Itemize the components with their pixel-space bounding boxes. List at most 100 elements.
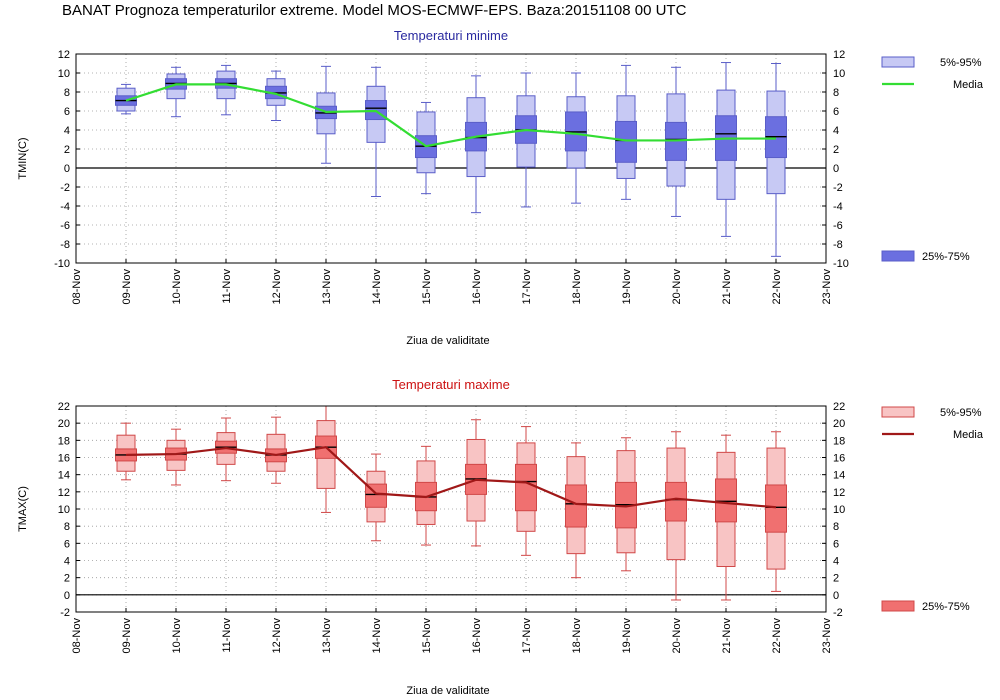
main-title: BANAT Prognoza temperaturilor extreme. M…	[62, 2, 687, 19]
tmin-ytick-label-left: 10	[58, 68, 70, 80]
tmax-ylabel: TMAX(C)	[17, 486, 29, 532]
tmin-ytick-label-right: 10	[833, 68, 845, 80]
tmax-xtick-label: 19-Nov	[621, 618, 633, 654]
tmin-legend-swatch-5-95	[881, 56, 915, 68]
tmin-xtick-label: 20-Nov	[671, 269, 683, 305]
tmax-box-25-75	[515, 463, 537, 512]
tmax-xtick-label: 08-Nov	[71, 618, 83, 654]
tmin-box-25-75	[615, 120, 637, 163]
tmax-xtick-label: 13-Nov	[321, 618, 333, 654]
tmin-xtick-label: 08-Nov	[71, 269, 83, 305]
tmax-chart-title: Temperaturi maxime	[392, 377, 510, 392]
tmin-ytick-label-left: -10	[54, 258, 70, 270]
tmax-ytick-label-right: 14	[833, 470, 845, 482]
tmax-ytick-label-right: 10	[833, 504, 845, 516]
tmax-xtick-label: 17-Nov	[521, 618, 533, 654]
tmin-legend-label-mean: Media	[953, 79, 984, 91]
tmin-ytick-label-left: 0	[64, 163, 70, 175]
tmin-ytick-label-left: -8	[60, 239, 70, 251]
tmax-xtick-label: 21-Nov	[721, 618, 733, 654]
tmin-ytick-label-left: 12	[58, 49, 70, 61]
tmin-ytick-label-right: 6	[833, 106, 839, 118]
tmin-ytick-label-left: 6	[64, 106, 70, 118]
tmax-ytick-label-left: 14	[58, 470, 70, 482]
tmax-ytick-label-left: 18	[58, 435, 70, 447]
tmax-legend-label-25-75: 25%-75%	[922, 601, 970, 613]
tmin-chart: Temperaturi minime -10 -10 -8 -8 -6 -6 -4 -4 -2 -2…	[17, 28, 984, 347]
tmin-ytick-label-right: -10	[833, 258, 849, 270]
tmax-xtick-label: 23-Nov	[821, 618, 833, 654]
tmax-ytick-label-left: 22	[58, 401, 70, 413]
tmax-ytick-label-left: 6	[64, 538, 70, 550]
tmax-xtick-label: 15-Nov	[421, 618, 433, 654]
tmin-legend-label-25-75: 25%-75%	[922, 251, 970, 263]
tmax-ytick-label-right: 0	[833, 590, 839, 602]
tmax-legend-swatch-5-95	[881, 406, 915, 418]
tmin-plot-frame	[75, 53, 827, 264]
tmax-ytick-label-left: -2	[60, 607, 70, 619]
tmin-ytick-label-right: 12	[833, 49, 845, 61]
tmin-xtick-label: 13-Nov	[321, 269, 333, 305]
tmin-legend-label-5-95: 5%-95%	[940, 57, 982, 69]
tmin-ytick-label-right: 2	[833, 144, 839, 156]
tmin-xtick-label: 11-Nov	[221, 269, 233, 304]
tmin-chart-title: Temperaturi minime	[394, 28, 508, 43]
tmax-xtick-label: 11-Nov	[221, 618, 233, 653]
tmin-ytick-label-left: -4	[60, 201, 70, 213]
tmin-xtick-label: 17-Nov	[521, 269, 533, 305]
tmin-mean-line	[125, 83, 776, 148]
tmax-xtick-label: 12-Nov	[271, 618, 283, 654]
tmin-ytick-label-left: 2	[64, 144, 70, 156]
tmax-ytick-label-right: 20	[833, 418, 845, 430]
tmax-ytick-label-left: 12	[58, 487, 70, 499]
tmax-ytick-label-right: 22	[833, 401, 845, 413]
tmin-xlabel: Ziua de validitate	[406, 335, 489, 347]
tmin-ytick-label-left: -2	[60, 182, 70, 194]
tmax-ytick-label-right: -2	[833, 607, 843, 619]
tmin-ytick-label-right: -6	[833, 220, 843, 232]
tmin-ytick-label-right: -4	[833, 201, 843, 213]
tmax-legend-swatch-25-75	[881, 600, 915, 612]
tmax-xlabel: Ziua de validitate	[406, 685, 489, 697]
tmax-ytick-label-left: 2	[64, 573, 70, 585]
tmax-xtick-label: 22-Nov	[771, 618, 783, 654]
tmax-mean-line	[125, 446, 777, 509]
tmax-box-25-75	[765, 484, 787, 533]
tmax-box-25-75	[715, 478, 737, 523]
tmax-ytick-label-left: 4	[64, 556, 70, 568]
tmin-ytick-label-right: -8	[833, 239, 843, 251]
tmin-xtick-label: 15-Nov	[421, 269, 433, 305]
tmin-ytick-label-right: -2	[833, 182, 843, 194]
tmin-legend-swatch-25-75	[881, 250, 915, 262]
tmax-ytick-label-left: 10	[58, 504, 70, 516]
tmin-xtick-label: 18-Nov	[571, 269, 583, 305]
tmin-ytick-label-left: 4	[64, 125, 70, 137]
tmax-ytick-label-right: 8	[833, 521, 839, 533]
tmax-ytick-label-left: 8	[64, 521, 70, 533]
tmax-ytick-label-left: 16	[58, 453, 70, 465]
tmin-xtick-label: 19-Nov	[621, 269, 633, 305]
tmax-ytick-label-right: 18	[833, 435, 845, 447]
tmax-legend-label-5-95: 5%-95%	[940, 407, 982, 419]
tmin-xtick-label: 12-Nov	[271, 269, 283, 305]
tmin-xtick-label: 23-Nov	[821, 269, 833, 305]
tmax-ytick-label-left: 0	[64, 590, 70, 602]
tmin-ytick-label-right: 0	[833, 163, 839, 175]
tmin-xtick-label: 16-Nov	[471, 269, 483, 305]
tmax-box-25-75	[565, 484, 587, 528]
tmin-ytick-label-right: 8	[833, 87, 839, 99]
tmin-ytick-label-right: 4	[833, 125, 839, 137]
tmin-ytick-label-left: -6	[60, 220, 70, 232]
tmin-xtick-label: 21-Nov	[721, 269, 733, 305]
tmax-box-25-75	[665, 481, 687, 522]
tmax-ytick-label-right: 6	[833, 538, 839, 550]
tmin-ylabel: TMIN(C)	[17, 137, 29, 179]
tmax-ytick-label-right: 12	[833, 487, 845, 499]
tmax-xtick-label: 09-Nov	[121, 618, 133, 654]
tmax-xtick-label: 14-Nov	[371, 618, 383, 654]
tmax-xtick-label: 16-Nov	[471, 618, 483, 654]
tmax-ytick-label-left: 20	[58, 418, 70, 430]
tmin-xtick-label: 22-Nov	[771, 269, 783, 305]
tmin-ytick-label-left: 8	[64, 87, 70, 99]
